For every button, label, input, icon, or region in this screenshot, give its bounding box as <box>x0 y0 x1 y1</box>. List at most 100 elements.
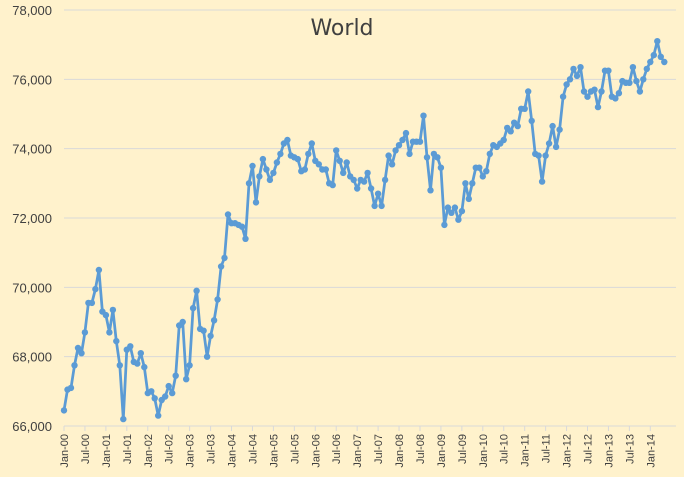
data-point <box>483 168 490 175</box>
data-point <box>381 176 389 184</box>
data-point <box>155 412 162 419</box>
data-point <box>392 147 399 154</box>
data-point <box>315 161 322 168</box>
x-tick-label: Jan-03 <box>185 434 197 468</box>
x-tick-label: Jul-10 <box>499 434 511 464</box>
y-tick-label: 78,000 <box>12 3 52 18</box>
data-point <box>486 150 493 158</box>
data-point <box>570 65 577 73</box>
data-point <box>148 388 155 395</box>
data-point <box>615 90 623 97</box>
y-tick-label: 68,000 <box>12 350 52 365</box>
data-point <box>266 176 274 184</box>
data-point <box>294 155 301 163</box>
data-point <box>354 185 361 192</box>
data-point <box>305 150 312 158</box>
data-point <box>427 187 434 194</box>
x-tick-label: Jan-02 <box>143 434 155 468</box>
data-point <box>162 393 169 400</box>
data-point <box>308 140 315 147</box>
data-point <box>402 129 410 137</box>
x-tick-label: Jan-14 <box>645 434 657 468</box>
x-tick-label: Jan-04 <box>227 434 239 468</box>
data-point <box>525 88 532 95</box>
data-point <box>650 51 657 59</box>
x-tick-label: Jan-07 <box>352 434 364 468</box>
data-point <box>573 72 581 80</box>
data-point <box>500 136 507 144</box>
data-point <box>340 169 347 177</box>
data-point <box>238 223 246 230</box>
data-point <box>605 67 612 74</box>
data-point <box>437 164 445 171</box>
data-point <box>479 173 486 180</box>
data-point <box>256 173 263 180</box>
data-point <box>545 140 553 147</box>
data-point <box>465 195 472 203</box>
data-point <box>106 329 113 336</box>
data-point <box>591 86 598 93</box>
data-point <box>507 128 514 135</box>
data-point <box>249 162 256 170</box>
x-tick-label: Jul-09 <box>457 434 469 464</box>
data-point <box>448 209 455 216</box>
x-tick-label: Jan-10 <box>478 434 490 468</box>
data-point <box>458 207 466 215</box>
data-point <box>395 142 403 149</box>
data-point <box>322 166 329 173</box>
data-point <box>78 350 85 357</box>
data-point <box>657 53 664 60</box>
data-point <box>203 353 211 360</box>
data-point <box>127 343 134 350</box>
data-point <box>640 76 647 83</box>
data-point <box>535 152 542 159</box>
data-point <box>626 79 633 87</box>
data-point <box>580 88 588 95</box>
data-point <box>451 204 459 211</box>
data-point <box>643 65 650 73</box>
data-point <box>151 395 158 402</box>
x-tick-label: Jul-04 <box>247 434 259 464</box>
data-point <box>514 122 521 130</box>
data-point <box>559 93 567 100</box>
data-point <box>200 327 207 334</box>
x-tick-label: Jul-12 <box>583 434 595 464</box>
data-point <box>270 169 277 177</box>
data-point <box>462 180 469 187</box>
data-point <box>193 287 200 294</box>
x-tick-label: Jul-11 <box>541 434 553 463</box>
series-world <box>60 38 668 423</box>
data-point <box>277 150 284 158</box>
y-tick-label: 76,000 <box>12 72 52 87</box>
data-point <box>336 157 343 164</box>
data-point <box>242 235 249 242</box>
data-point <box>406 150 413 158</box>
data-point <box>67 384 75 392</box>
data-point <box>434 154 441 161</box>
data-point <box>542 152 549 159</box>
data-point <box>594 103 602 111</box>
data-point <box>566 76 574 83</box>
data-point <box>88 299 96 307</box>
data-point <box>647 58 654 66</box>
data-point <box>179 318 186 326</box>
data-point <box>217 263 225 270</box>
data-point <box>120 415 127 423</box>
data-point <box>633 77 640 85</box>
x-tick-label: Jan-08 <box>394 434 406 468</box>
y-tick-label: 66,000 <box>12 419 52 434</box>
data-point <box>636 88 644 95</box>
x-tick-label: Jul-03 <box>206 434 218 464</box>
x-tick-label: Jan-05 <box>268 434 280 468</box>
data-point <box>528 117 535 125</box>
data-point <box>273 159 281 166</box>
x-tick-label: Jan-11 <box>520 434 532 467</box>
chart-title: World <box>310 16 373 41</box>
data-point <box>102 311 110 319</box>
data-point <box>374 190 382 197</box>
data-point <box>423 154 431 161</box>
data-point <box>71 362 78 369</box>
data-point <box>350 176 357 184</box>
data-point <box>92 285 99 293</box>
